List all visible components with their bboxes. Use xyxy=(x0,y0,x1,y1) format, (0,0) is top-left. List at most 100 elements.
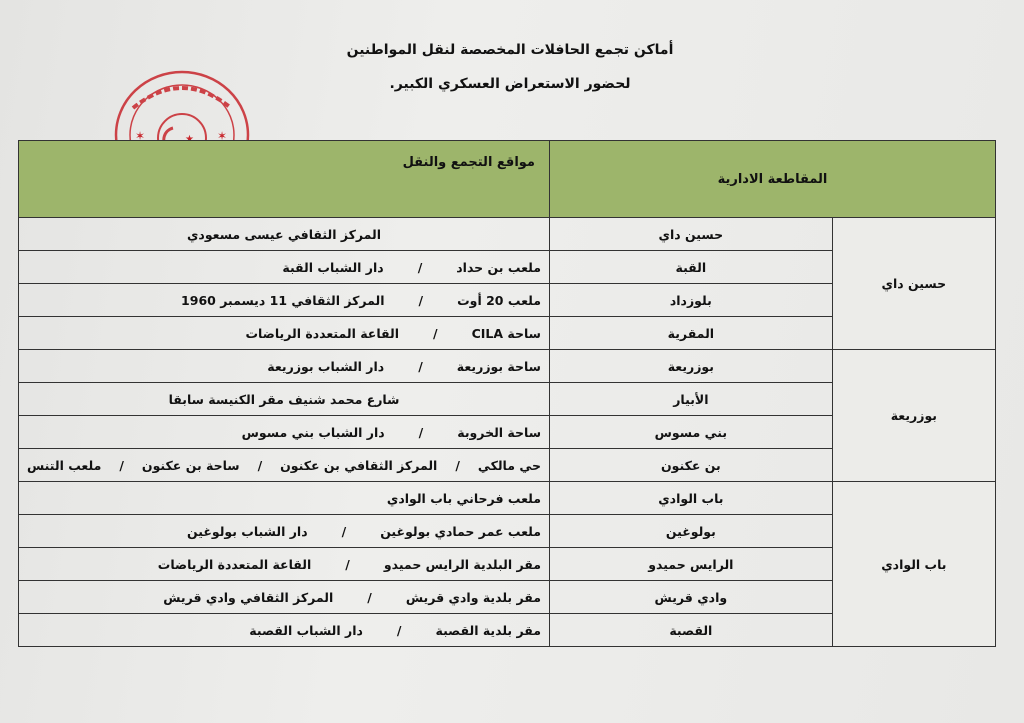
sites-list: ساحة بوزريعة / دار الشباب بوزريعة xyxy=(27,359,541,374)
table-row: بلوزداد ملعب 20 أوت / المركز الثقافي 11 ديس… xyxy=(18,283,996,317)
sites-cell: ساحة بوزريعة / دار الشباب بوزريعة xyxy=(18,349,550,383)
table-row: المقرية ساحة CILA / القاعة المتعددة الرياضا… xyxy=(18,316,996,350)
sites-cell: مقر البلدية الرايس حميدو / القاعة المتعددة… xyxy=(18,547,550,581)
table-row: القصبة مقر بلدية القصبة / دار الشباب القصبة xyxy=(18,613,996,647)
site-item: المركز الثقافي بن عكنون xyxy=(280,457,438,473)
site-item: دار الشباب بني مسوس xyxy=(241,424,385,440)
sites-list: حي مالكي / المركز الثقافي بن عكنون / ساحة بن… xyxy=(27,458,541,473)
site-item: مقر بلدية القصبة xyxy=(435,622,541,638)
header-sites: مواقع التجمع والنقل xyxy=(18,140,550,218)
sites-list: ساحة CILA / القاعة المتعددة الرياضات xyxy=(27,326,541,341)
table-row: بوزريعة بوزريعة ساحة بوزريعة / دار الشباب بو… xyxy=(18,349,997,482)
commune-cell: بولوغين xyxy=(548,514,833,548)
site-item: مقر البلدية الرايس حميدو xyxy=(383,556,541,572)
site-item: شارع محمد شنيف مقر الكنيسة سابقا xyxy=(168,391,400,407)
sites-cell: حي مالكي / المركز الثقافي بن عكنون / ساحة بن… xyxy=(18,448,550,482)
site-item: ملعب بن حداد xyxy=(456,259,541,275)
commune-cell: وادي قريش xyxy=(548,580,833,614)
table-row: حسين داي حسين داي المركز الثقافي عيسى مسعو… xyxy=(18,217,997,350)
site-item: مقر بلدية وادي قريش xyxy=(405,589,541,605)
table-row: بولوغين ملعب عمر حمادي بولوغين / دار الشباب… xyxy=(18,514,996,548)
commune-cell: بلوزداد xyxy=(548,283,833,317)
commune-cell: حسين داي xyxy=(548,217,833,251)
site-item: دار الشباب بولوغين xyxy=(187,523,308,539)
site-item: ساحة بوزريعة xyxy=(456,358,541,374)
sites-cell: مقر بلدية وادي قريش / المركز الثقافي وادي … xyxy=(18,580,550,614)
district-cell: باب الوادي xyxy=(831,481,997,647)
sites-list: ملعب عمر حمادي بولوغين / دار الشباب بولوغي… xyxy=(27,524,541,539)
sites-cell: شارع محمد شنيف مقر الكنيسة سابقا xyxy=(18,382,550,416)
document-title-line-1: أماكن تجمع الحافلات المخصصة لنقل المواطن… xyxy=(346,42,674,58)
commune-cell: القصبة xyxy=(548,613,833,647)
site-separator: / xyxy=(367,589,372,605)
table-row: بني مسوس ساحة الخروبة / دار الشباب بني مسوس xyxy=(18,415,996,449)
site-item: دار الشباب القبة xyxy=(282,259,384,275)
site-item: القاعة المتعددة الرياضات xyxy=(157,556,312,572)
sites-list: مقر بلدية القصبة / دار الشباب القصبة xyxy=(27,623,541,638)
sites-list: شارع محمد شنيف مقر الكنيسة سابقا xyxy=(27,392,541,407)
sites-list: المركز الثقافي عيسى مسعودي xyxy=(27,227,541,242)
site-item: ملعب عمر حمادي بولوغين xyxy=(380,523,541,539)
sites-list: ملعب بن حداد / دار الشباب القبة xyxy=(27,260,541,275)
district-cell: حسين داي xyxy=(831,217,997,350)
site-item: ساحة الخروبة xyxy=(457,424,541,440)
site-item: القاعة المتعددة الرياضات xyxy=(245,325,400,341)
table-row: باب الوادي باب الوادي ملعب فرحاني باب الوا… xyxy=(18,481,997,647)
sites-cell: ملعب 20 أوت / المركز الثقافي 11 ديسمبر 196… xyxy=(18,283,550,317)
site-separator: / xyxy=(455,457,460,473)
site-separator: / xyxy=(417,259,423,275)
sites-list: مقر بلدية وادي قريش / المركز الثقافي وادي … xyxy=(27,590,541,605)
site-separator: / xyxy=(119,457,124,473)
site-separator: / xyxy=(418,358,423,374)
sites-cell: ساحة الخروبة / دار الشباب بني مسوس xyxy=(18,415,550,449)
site-item: ملعب 20 أوت xyxy=(457,292,541,308)
document-title-line-2: لحضور الاستعراض العسكري الكبير. xyxy=(389,76,631,92)
site-separator: / xyxy=(396,622,402,638)
site-item: المركز الثقافي عيسى مسعودي xyxy=(186,226,382,242)
header-district: المقاطعة الادارية xyxy=(548,140,997,218)
svg-text:✶: ✶ xyxy=(135,129,145,143)
site-item: ملعب التنس xyxy=(27,457,102,473)
site-item: ساحة بن عكنون xyxy=(141,457,240,473)
site-separator: / xyxy=(418,424,424,440)
svg-text:★: ★ xyxy=(185,134,194,145)
svg-text:✶: ✶ xyxy=(217,129,227,143)
site-item: ساحة CILA xyxy=(471,325,541,341)
site-item: دار الشباب بوزريعة xyxy=(267,358,385,374)
site-item: دار الشباب القصبة xyxy=(249,622,363,638)
commune-cell: بن عكنون xyxy=(548,448,833,482)
site-item: المركز الثقافي 11 ديسمبر 1960 xyxy=(181,292,385,308)
site-item: ملعب فرحاني باب الوادي xyxy=(386,490,541,506)
commune-cell: بوزريعة xyxy=(548,349,833,383)
district-cell: بوزريعة xyxy=(831,349,997,482)
table-row: الأبيار شارع محمد شنيف مقر الكنيسة سابقا xyxy=(18,382,996,416)
sites-cell: ملعب فرحاني باب الوادي xyxy=(18,481,550,515)
table-row: وادي قريش مقر بلدية وادي قريش / المركز الثق… xyxy=(18,580,996,614)
commune-cell: باب الوادي xyxy=(548,481,833,515)
sites-list: ملعب فرحاني باب الوادي xyxy=(27,491,541,506)
sites-cell: المركز الثقافي عيسى مسعودي xyxy=(18,217,550,251)
table-header-row: المقاطعة الادارية مواقع التجمع والنقل xyxy=(18,140,997,218)
commune-cell: المقرية xyxy=(548,316,833,350)
table-row: بن عكنون حي مالكي / المركز الثقافي بن عكنون… xyxy=(18,448,996,482)
sites-list: ملعب 20 أوت / المركز الثقافي 11 ديسمبر 196… xyxy=(27,293,541,308)
site-item: حي مالكي xyxy=(477,457,541,473)
sites-cell: ملعب بن حداد / دار الشباب القبة xyxy=(18,250,550,284)
sites-cell: مقر بلدية القصبة / دار الشباب القصبة xyxy=(18,613,550,647)
commune-cell: بني مسوس xyxy=(548,415,833,449)
sites-cell: ملعب عمر حمادي بولوغين / دار الشباب بولوغي… xyxy=(18,514,550,548)
assembly-points-table: المقاطعة الادارية مواقع التجمع والنقل حس… xyxy=(18,140,997,647)
commune-cell: الأبيار xyxy=(548,382,833,416)
site-separator: / xyxy=(433,325,438,341)
site-separator: / xyxy=(341,523,347,539)
commune-cell: الرايس حميدو xyxy=(548,547,833,581)
site-separator: / xyxy=(345,556,350,572)
site-item: المركز الثقافي وادي قريش xyxy=(163,589,334,605)
sites-list: مقر البلدية الرايس حميدو / القاعة المتعددة… xyxy=(27,557,541,572)
table-row: الرايس حميدو مقر البلدية الرايس حميدو / الق… xyxy=(18,547,996,581)
sites-cell: ساحة CILA / القاعة المتعددة الرياضات xyxy=(18,316,550,350)
site-separator: / xyxy=(257,457,263,473)
commune-cell: القبة xyxy=(548,250,833,284)
site-separator: / xyxy=(418,292,424,308)
sites-list: ساحة الخروبة / دار الشباب بني مسوس xyxy=(27,425,541,440)
